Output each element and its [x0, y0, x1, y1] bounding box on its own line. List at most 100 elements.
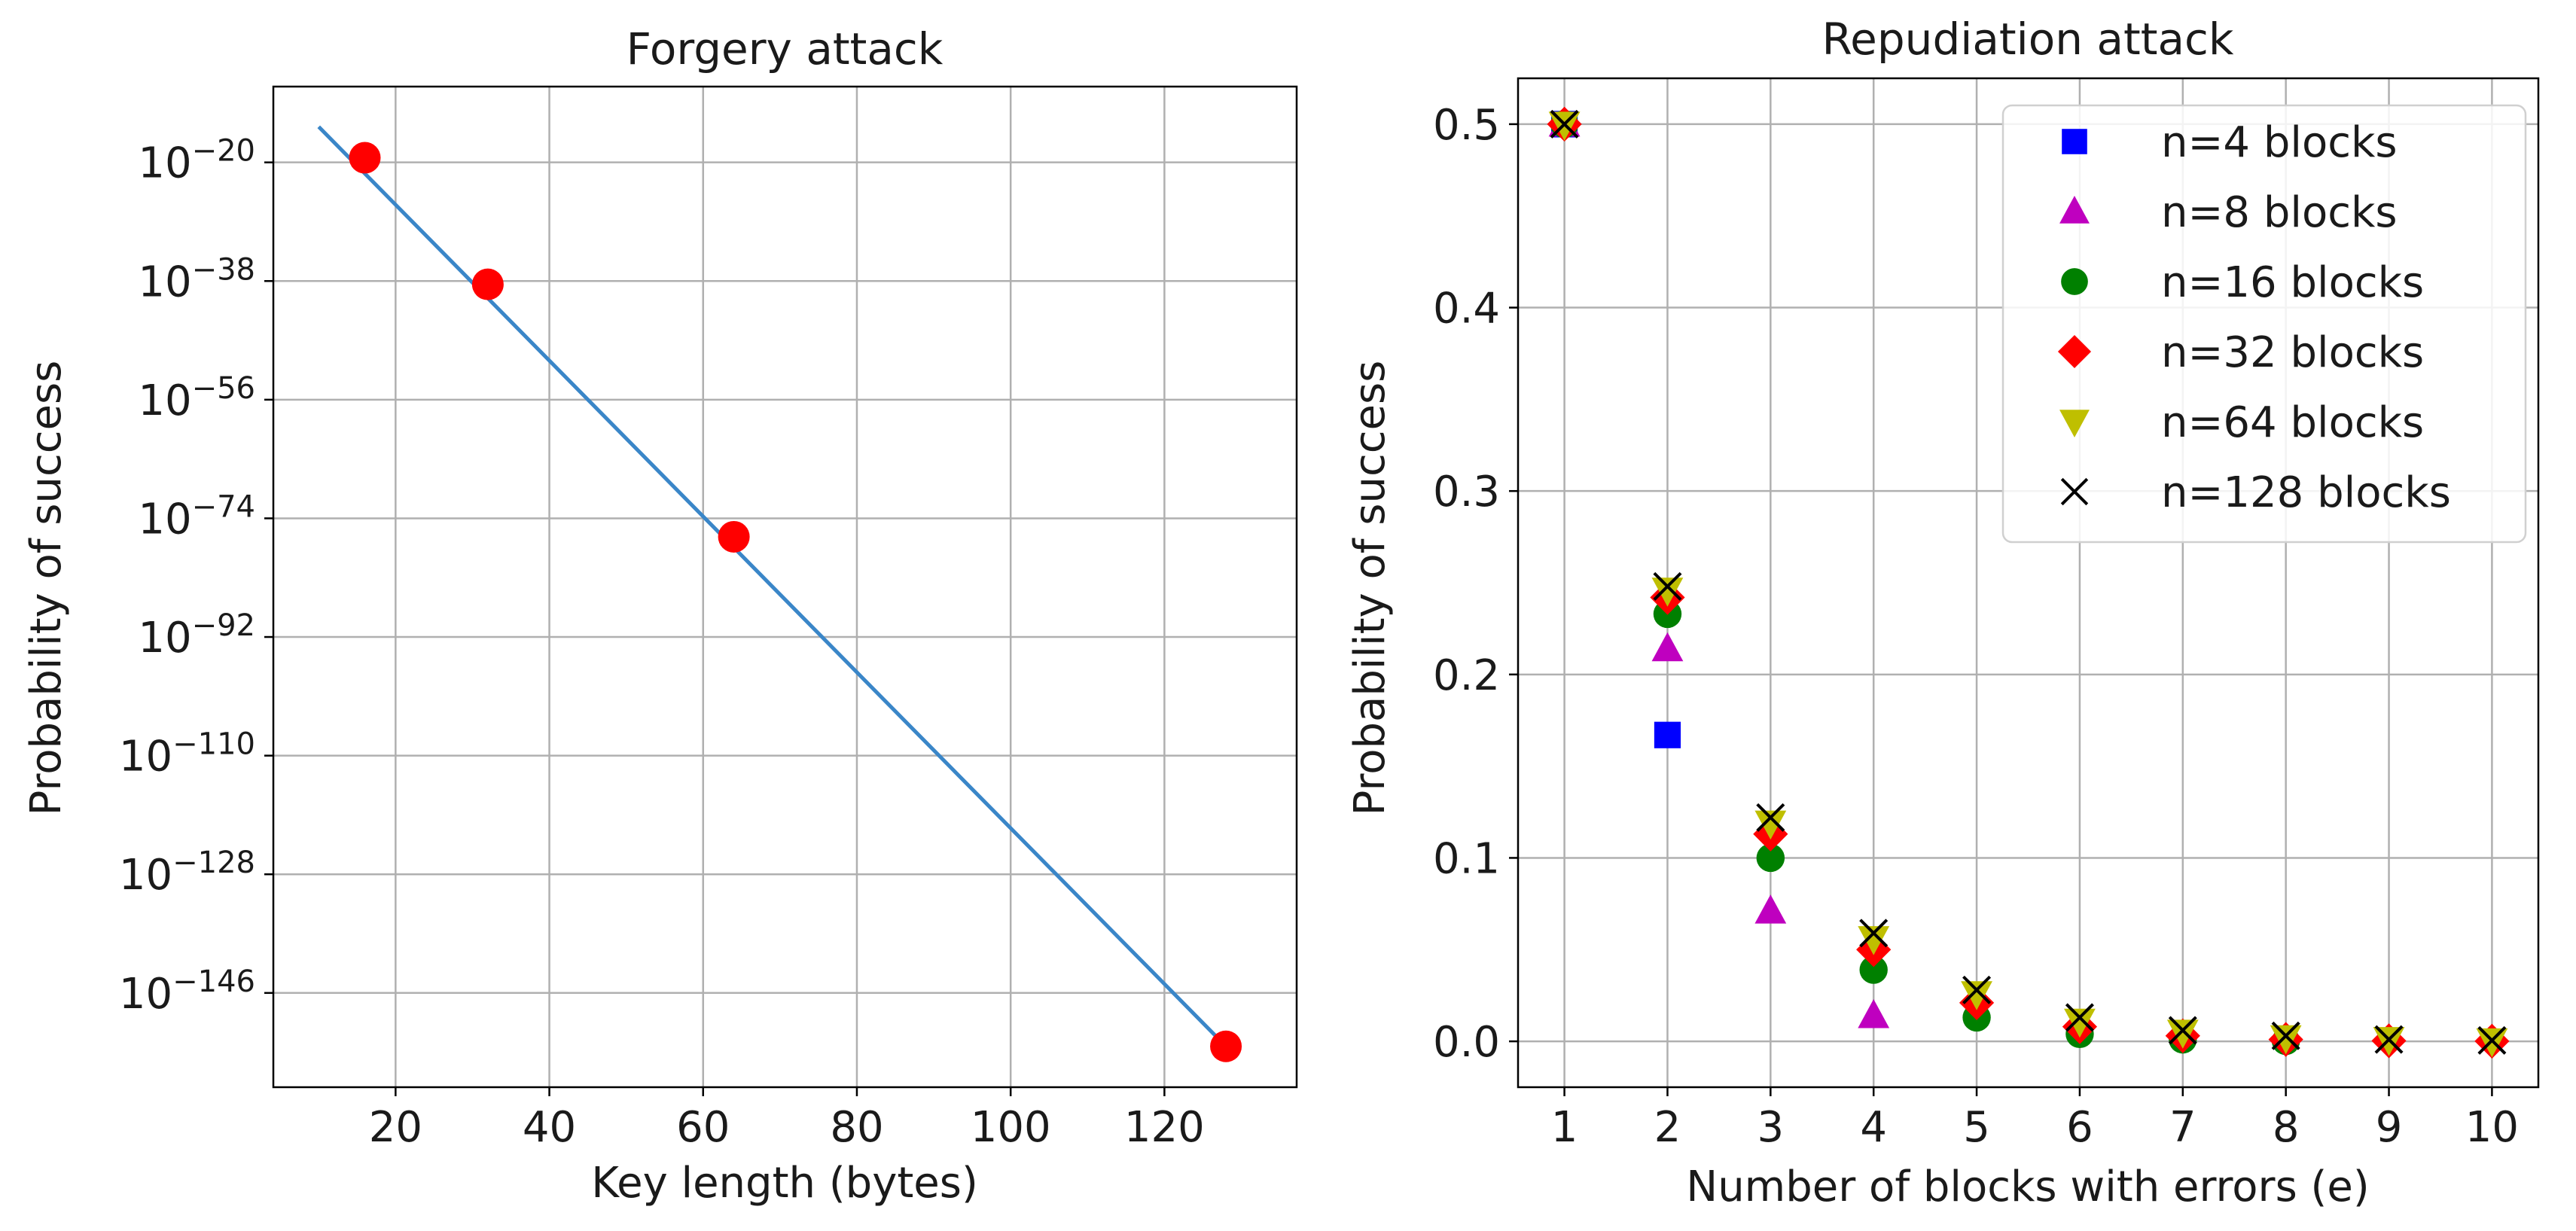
forgery-y-tick-label: 10−110: [119, 727, 255, 782]
forgery-y-tick-label: 10−74: [138, 489, 255, 544]
repudiation-data-point: [2065, 1003, 2094, 1032]
forgery-x-tick-label: 60: [676, 1103, 730, 1152]
legend-marker-triangle-up: [2059, 196, 2090, 224]
forgery-x-tick-label: 40: [523, 1103, 576, 1152]
repudiation-data-point: [1754, 810, 1787, 840]
legend-marker-square: [2062, 129, 2087, 154]
repudiation-x-tick-label: 6: [2066, 1103, 2093, 1152]
series-n-128-blocks: [1550, 109, 2507, 1055]
repudiation-x-tick-label: 5: [1963, 1103, 1990, 1152]
repudiation-y-tick-label: 0.0: [1433, 1018, 1500, 1067]
forgery-data-point: [349, 142, 381, 174]
forgery-x-axis-label: Key length (bytes): [591, 1159, 978, 1208]
legend-marker-x: [2060, 477, 2089, 506]
legend-label: n=128 blocks: [2161, 468, 2451, 517]
repudiation-x-axis-label: Number of blocks with errors (e): [1686, 1162, 2369, 1211]
repudiation-data-point: [2271, 1021, 2300, 1050]
repudiation-data-point: [1961, 981, 1992, 1010]
forgery-y-tick-label: 10−56: [138, 371, 255, 425]
legend-label: n=8 blocks: [2161, 188, 2398, 237]
repudiation-data-point: [1756, 843, 1785, 873]
repudiation-data-point: [1651, 577, 1684, 607]
repudiation-data-point: [2168, 1016, 2197, 1045]
forgery-data-point: [718, 520, 750, 553]
forgery-data-point: [471, 268, 504, 300]
forgery-y-tick-label: 10−38: [138, 252, 255, 306]
repudiation-data-point: [2374, 1025, 2404, 1054]
repudiation-data-point: [1962, 975, 1992, 1004]
repudiation-x-tick-label: 3: [1757, 1103, 1785, 1152]
forgery-x-tick-label: 120: [1124, 1103, 1205, 1152]
legend-marker-triangle-down: [2059, 410, 2090, 437]
repudiation-y-tick-label: 0.3: [1433, 468, 1500, 516]
series-n-64-blocks: [1548, 111, 2508, 1058]
legend-label: n=32 blocks: [2161, 328, 2424, 377]
repudiation-data-point: [2166, 1019, 2199, 1049]
repudiation-data-point: [2064, 1008, 2096, 1038]
forgery-y-ticks: 10−20 10−38 10−56 10−74 10−92 10−110 10−128 10−…: [119, 134, 273, 1019]
legend: n=4 blocks n=8 blocks n=16 blocks n=32 bloc…: [2001, 104, 2527, 544]
repudiation-x-tick-label: 8: [2273, 1103, 2300, 1152]
forgery-y-tick-label: 10−20: [138, 134, 255, 188]
forgery-x-tick-label: 100: [971, 1103, 1051, 1152]
repudiation-y-tick-label: 0.5: [1433, 101, 1500, 150]
legend-item: n=64 blocks: [2059, 398, 2424, 447]
repudiation-series: [1547, 106, 2510, 1059]
repudiation-data-point: [1756, 803, 1785, 832]
forgery-x-tick-label: 20: [369, 1103, 422, 1152]
forgery-trend-line: [317, 125, 1227, 1048]
repudiation-data-point: [1550, 109, 1579, 139]
legend-item: n=8 blocks: [2059, 188, 2398, 237]
forgery-y-tick-label: 10−128: [119, 846, 255, 900]
forgery-y-tick-label: 10−92: [138, 608, 255, 663]
repudiation-x-tick-label: 7: [2169, 1103, 2196, 1152]
legend-marker-diamond: [2057, 334, 2092, 369]
repudiation-data-point: [1859, 955, 1888, 984]
repudiation-y-tick-label: 0.2: [1433, 651, 1500, 700]
legend-item: n=16 blocks: [2061, 258, 2424, 307]
legend-label: n=4 blocks: [2161, 118, 2398, 167]
repudiation-chart-title: Repudiation attack: [1821, 14, 2233, 65]
repudiation-plot-frame: [1517, 77, 2540, 1089]
legend-item: n=32 blocks: [2057, 328, 2424, 377]
repudiation-data-point: [2270, 1025, 2302, 1055]
forgery-y-axis-label: Probability of success: [22, 361, 71, 816]
repudiation-data-point: [1653, 571, 1682, 601]
forgery-series: [317, 125, 1242, 1062]
repudiation-data-point: [1858, 998, 1890, 1028]
repudiation-x-tick-label: 1: [1551, 1103, 1578, 1152]
repudiation-data-point: [1651, 632, 1684, 662]
repudiation-x-tick-label: 2: [1654, 1103, 1681, 1152]
legend-label: n=16 blocks: [2161, 258, 2424, 307]
forgery-grid: [273, 87, 1297, 1087]
legend-label: n=64 blocks: [2161, 398, 2424, 447]
forgery-x-ticks: 20 40 60 80 100 120: [369, 1087, 1205, 1152]
legend-item: n=4 blocks: [2062, 118, 2398, 167]
repudiation-data-point: [1754, 894, 1787, 924]
repudiation-y-tick-label: 0.4: [1433, 285, 1500, 334]
repudiation-x-ticks: 1 2 3 4 5 6 7 8 9 10: [1551, 1087, 2519, 1152]
forgery-data-point: [1210, 1030, 1242, 1062]
repudiation-data-point: [1859, 919, 1889, 948]
forgery-chart-title: Forgery attack: [626, 23, 944, 75]
legend-marker-circle: [2061, 268, 2088, 295]
repudiation-data-point: [2477, 1025, 2507, 1055]
repudiation-y-axis-label: Probability of success: [1346, 361, 1395, 816]
repudiation-x-tick-label: 9: [2376, 1103, 2403, 1152]
repudiation-attack-panel: Repudiation attack 1 2 3 4 5 6 7 8 9 10 0.0 0.1 0.2…: [1346, 14, 2540, 1211]
repudiation-x-tick-label: 4: [1860, 1103, 1887, 1152]
repudiation-data-point: [2476, 1028, 2508, 1058]
repudiation-x-tick-label: 10: [2465, 1103, 2519, 1152]
forgery-y-tick-label: 10−146: [119, 964, 255, 1019]
legend-box: [2001, 104, 2527, 544]
repudiation-y-ticks: 0.0 0.1 0.2 0.3 0.4 0.5: [1433, 101, 1518, 1067]
forgery-attack-panel: Forgery attack 20 40 60 80 100 120 10−20 10−38…: [22, 23, 1298, 1208]
legend-item: n=128 blocks: [2060, 468, 2451, 517]
forgery-x-tick-label: 80: [830, 1103, 883, 1152]
repudiation-y-tick-label: 0.1: [1433, 834, 1500, 883]
repudiation-data-point: [1654, 721, 1681, 748]
repudiation-data-point: [1858, 926, 1890, 955]
forgery-plot-frame: [272, 85, 1298, 1089]
